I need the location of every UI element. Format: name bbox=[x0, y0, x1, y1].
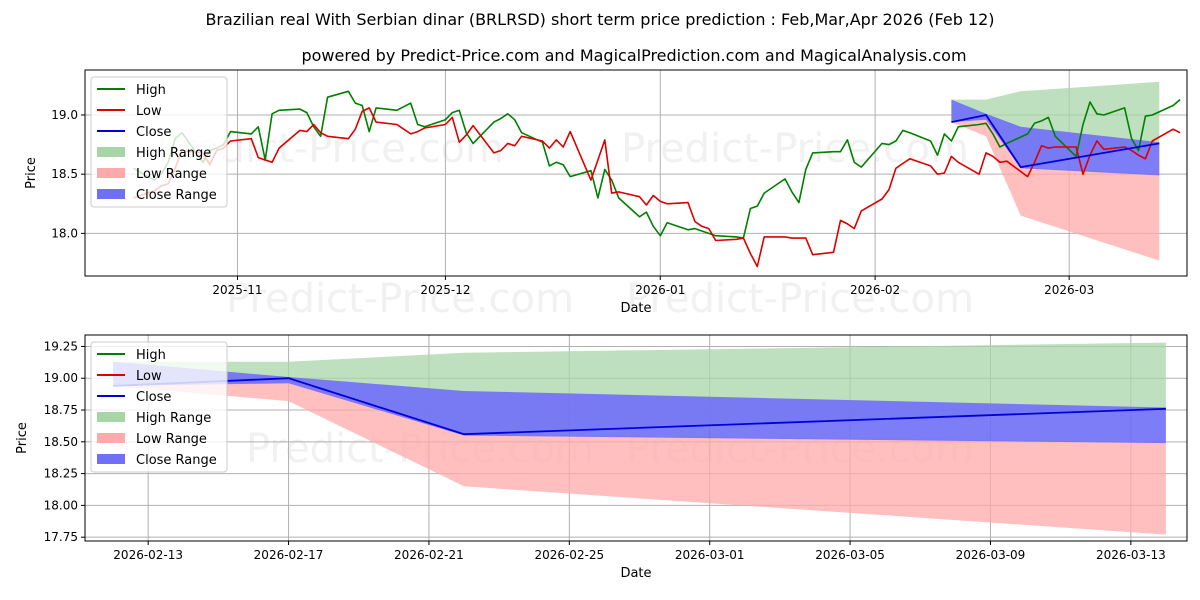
y-tick-label: 18.75 bbox=[44, 403, 78, 417]
low-range-band bbox=[951, 115, 1160, 261]
x-tick-label: 2026-02-17 bbox=[254, 548, 324, 562]
legend-high-label: High bbox=[136, 348, 166, 363]
y-tick-label: 19.0 bbox=[51, 108, 78, 122]
axes-frame bbox=[84, 334, 1188, 542]
y-tick-label: 18.50 bbox=[44, 435, 78, 449]
watermark-text: Predict-Price.com bbox=[626, 276, 974, 322]
y-tick-label: 18.25 bbox=[44, 467, 78, 481]
legend-close-range-swatch bbox=[97, 454, 125, 464]
x-tick-label: 2026-03-13 bbox=[1096, 548, 1166, 562]
legend-low-range-swatch bbox=[97, 168, 125, 178]
y-tick-label: 17.75 bbox=[44, 530, 78, 544]
x-tick-label: 2026-03-01 bbox=[675, 548, 745, 562]
top-panel: Predict-Price.com Predict-Price.com Predic… bbox=[24, 69, 1188, 322]
legend-high-range-label: High Range bbox=[136, 411, 211, 426]
axes-frame bbox=[84, 69, 1188, 277]
legend: High Low Close High Range Low Range Close Ran… bbox=[90, 76, 228, 208]
y-tick-label: 18.00 bbox=[44, 498, 78, 512]
legend-low-range-label: Low Range bbox=[136, 167, 207, 182]
x-tick-label: 2026-02-13 bbox=[113, 548, 183, 562]
x-tick-label: 2025-12 bbox=[420, 283, 470, 297]
legend: High Low Close High Range Low Range Close Ran… bbox=[90, 341, 228, 473]
high-series-line bbox=[133, 90, 1181, 239]
close-range-band bbox=[113, 361, 1166, 444]
legend-close-label: Close bbox=[136, 125, 171, 140]
x-tick-label: 2026-02-21 bbox=[394, 548, 464, 562]
x-axis-label: Date bbox=[620, 301, 651, 316]
x-tick-label: 2026-03 bbox=[1044, 283, 1094, 297]
legend-high-range-swatch bbox=[97, 412, 125, 422]
x-tick-label: 2026-02-25 bbox=[534, 548, 604, 562]
legend-close-range-label: Close Range bbox=[136, 188, 217, 203]
low-range-band bbox=[113, 378, 1166, 535]
y-axis-label: Price bbox=[24, 157, 39, 189]
watermark-text: Predict-Price.com bbox=[621, 126, 969, 172]
x-axis-label: Date bbox=[620, 566, 651, 581]
y-axis-label: Price bbox=[15, 422, 30, 454]
legend-low-range-label: Low Range bbox=[136, 432, 207, 447]
legend-low-label: Low bbox=[136, 104, 162, 119]
legend-close-label: Close bbox=[136, 390, 171, 405]
x-tick-label: 2026-01 bbox=[635, 283, 685, 297]
legend-low-range-swatch bbox=[97, 433, 125, 443]
y-tick-label: 19.25 bbox=[44, 339, 78, 353]
y-tick-label: 18.5 bbox=[51, 167, 78, 181]
legend-high-label: High bbox=[136, 83, 166, 98]
x-tick-label: 2025-11 bbox=[212, 283, 262, 297]
y-tick-label: 19.00 bbox=[44, 371, 78, 385]
x-tick-label: 2026-02 bbox=[850, 283, 900, 297]
close-range-band bbox=[951, 99, 1160, 176]
y-tick-label: 18.0 bbox=[51, 226, 78, 240]
bottom-panel: Predict-Price.comPredict-Price.com2026-0… bbox=[15, 334, 1188, 581]
legend-close-range-swatch bbox=[97, 189, 125, 199]
chart-title: Brazilian real With Serbian dinar (BRLRS… bbox=[205, 10, 994, 29]
close-series-line bbox=[951, 113, 1160, 169]
watermark-text: Predict-Price.com bbox=[226, 276, 574, 322]
x-tick-label: 2026-03-05 bbox=[815, 548, 885, 562]
legend-high-range-label: High Range bbox=[136, 146, 211, 161]
legend-high-range-swatch bbox=[97, 147, 125, 157]
x-tick-label: 2026-03-09 bbox=[956, 548, 1026, 562]
legend-low-label: Low bbox=[136, 369, 162, 384]
low-series-line bbox=[133, 107, 1181, 268]
chart-subtitle: powered by Predict-Price.com and Magical… bbox=[301, 46, 966, 65]
legend-close-range-label: Close Range bbox=[136, 453, 217, 468]
